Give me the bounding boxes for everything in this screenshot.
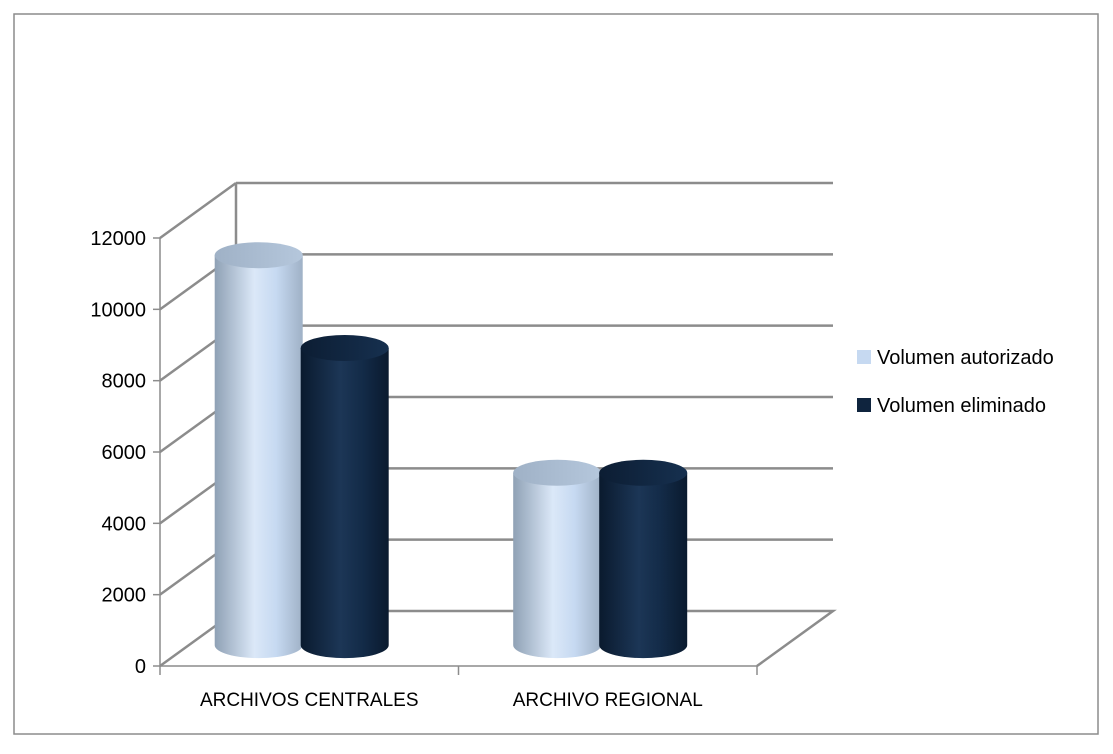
bar-volumen-eliminado	[300, 334, 389, 659]
y-tick-label: 0	[135, 656, 146, 678]
legend: Volumen autorizado Volumen eliminado	[857, 347, 1054, 417]
legend-label: Volumen eliminado	[877, 395, 1046, 417]
bar-body	[513, 472, 602, 659]
bar-body	[599, 472, 688, 659]
y-tick-label: 8000	[102, 371, 147, 393]
bar-top	[214, 242, 303, 269]
bar-body	[214, 255, 303, 659]
y-tick-label: 4000	[102, 513, 147, 535]
x-tick-label: ARCHIVO REGIONAL	[513, 690, 703, 711]
legend-item: Volumen eliminado	[857, 395, 1046, 417]
x-tick-label: ARCHIVOS CENTRALES	[200, 690, 419, 711]
legend-swatch	[857, 398, 871, 412]
bar-volumen-eliminado	[599, 459, 688, 659]
legend-label: Volumen autorizado	[877, 347, 1054, 369]
bars-layer	[214, 242, 688, 659]
side-gridline	[159, 181, 237, 240]
y-tick-label: 10000	[90, 299, 146, 321]
legend-item: Volumen autorizado	[857, 347, 1054, 369]
legend-swatch	[857, 350, 871, 364]
bar-volumen-autorizado	[513, 459, 602, 659]
axis-layer	[153, 237, 758, 675]
bar-top	[513, 459, 602, 486]
y-tick-label: 6000	[102, 442, 147, 464]
bar-top	[599, 459, 688, 486]
y-tick-label: 2000	[102, 585, 147, 607]
labels-layer: 0 2000 4000 6000 8000 10000 12000 ARCHIVOS CENT…	[90, 228, 702, 711]
bar-body	[300, 347, 389, 659]
bar-top	[300, 334, 389, 361]
y-tick-label: 12000	[90, 228, 146, 250]
bar-volumen-autorizado	[214, 242, 303, 659]
